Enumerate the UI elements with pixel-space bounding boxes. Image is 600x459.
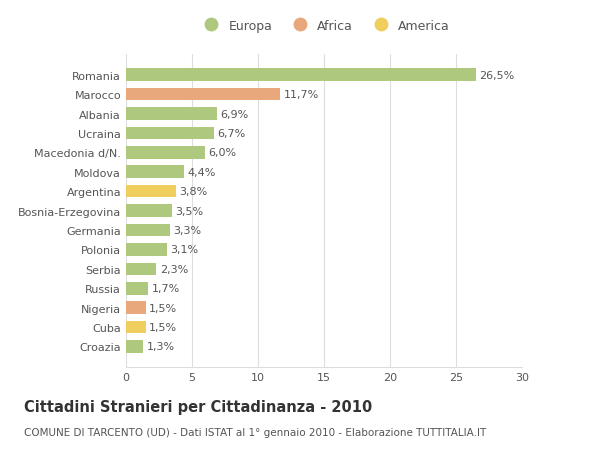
Text: 6,0%: 6,0%	[209, 148, 236, 158]
Text: 26,5%: 26,5%	[479, 71, 514, 80]
Text: 4,4%: 4,4%	[187, 168, 216, 177]
Bar	[126, 147, 205, 159]
Text: 1,7%: 1,7%	[152, 284, 180, 294]
Text: 2,3%: 2,3%	[160, 264, 188, 274]
Bar	[126, 244, 167, 256]
Text: 3,1%: 3,1%	[170, 245, 199, 255]
Bar	[126, 166, 184, 179]
Text: 1,5%: 1,5%	[149, 322, 177, 332]
Text: 1,5%: 1,5%	[149, 303, 177, 313]
Text: 6,9%: 6,9%	[220, 109, 248, 119]
Bar	[126, 89, 280, 101]
Bar	[126, 108, 217, 121]
Bar	[126, 263, 157, 275]
Text: COMUNE DI TARCENTO (UD) - Dati ISTAT al 1° gennaio 2010 - Elaborazione TUTTITALI: COMUNE DI TARCENTO (UD) - Dati ISTAT al …	[24, 427, 486, 437]
Bar	[126, 69, 476, 82]
Text: 11,7%: 11,7%	[284, 90, 319, 100]
Legend: Europa, Africa, America: Europa, Africa, America	[193, 15, 455, 38]
Bar	[126, 127, 214, 140]
Text: 6,7%: 6,7%	[218, 129, 246, 139]
Text: Cittadini Stranieri per Cittadinanza - 2010: Cittadini Stranieri per Cittadinanza - 2…	[24, 399, 372, 414]
Bar	[126, 185, 176, 198]
Bar	[126, 205, 172, 218]
Text: 3,5%: 3,5%	[176, 206, 203, 216]
Bar	[126, 341, 143, 353]
Text: 3,3%: 3,3%	[173, 225, 201, 235]
Bar	[126, 224, 170, 237]
Bar	[126, 321, 146, 334]
Bar	[126, 302, 146, 314]
Text: 3,8%: 3,8%	[179, 187, 208, 197]
Bar	[126, 282, 148, 295]
Text: 1,3%: 1,3%	[146, 342, 175, 352]
